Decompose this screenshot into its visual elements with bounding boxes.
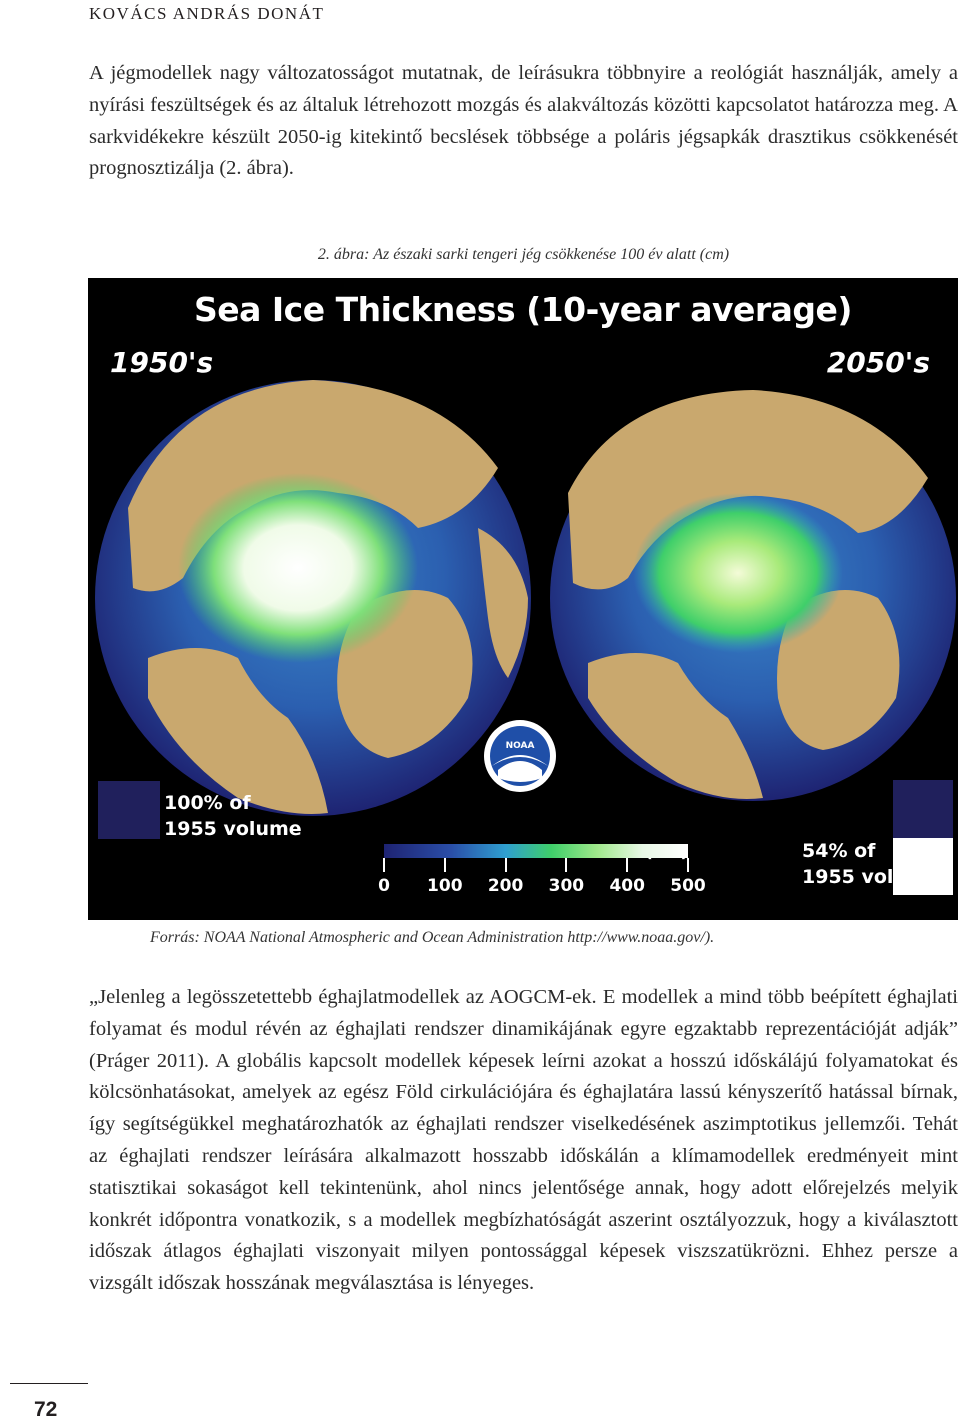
body-paragraph-1: A jégmodellek nagy változatosságot mutat… [89,62,958,180]
right-decade-label: 2050's [826,346,930,379]
scale-tick [687,858,689,872]
scale-tick-label: 0 [378,876,390,896]
right-volume-line1: 54% of [802,840,876,862]
scale-tick [626,858,629,872]
globe-2050s [550,390,956,801]
scale-tick-label: 500 [670,876,706,896]
left-volume-swatch [98,781,160,839]
left-decade-label: 1950's [110,346,214,379]
left-volume-label: 100% of 1955 volume [164,790,302,842]
scale-tick [565,858,568,872]
right-volume-label: 54% of 1955 volume [802,838,940,890]
scale-tick [383,858,385,872]
left-volume-line1: 100% of [164,792,251,814]
globe-1950s [95,380,531,816]
scale-tick-label: 400 [609,876,645,896]
scale-tick [443,858,446,872]
sea-ice-figure: NOAA Sea Ice Thickness (10-year average)… [88,278,958,920]
source-caption: Forrás: NOAA National Atmospheric and Oc… [150,929,715,946]
scale-tick-label: 100 [427,876,463,896]
page-number: 72 [34,1398,58,1421]
body-paragraph-2: „Jelenleg a legösszetettebb éghajlatmode… [89,986,958,1295]
right-volume-line2: 1955 volume [802,866,940,888]
figure-title: Sea Ice Thickness (10-year average) [193,290,853,329]
right-volume-swatch-dark [893,780,953,838]
scale-tick-label: 300 [548,876,585,896]
page-number-rule [10,1383,88,1384]
left-volume-line2: 1955 volume [164,818,302,840]
svg-text:NOAA: NOAA [506,741,535,751]
thickness-color-scale [384,844,688,858]
running-head: KOVÁCS ANDRÁS DONÁT [89,4,325,23]
scale-tick [504,858,507,872]
globes-illustration: NOAA [95,380,956,816]
right-volume-swatch-white [893,838,953,895]
scale-tick-label: 200 [487,876,524,896]
figure-caption: 2. ábra: Az északi sarki tengeri jég csö… [317,246,730,263]
noaa-logo: NOAA [484,720,556,792]
